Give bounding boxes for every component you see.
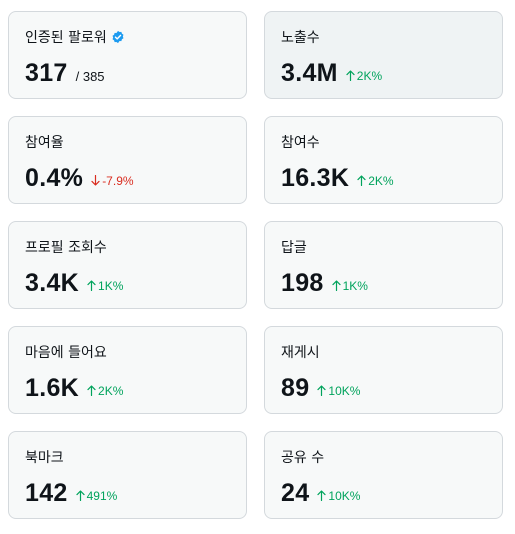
- metric-card-likes[interactable]: 마음에 들어요 1.6K 2K%: [8, 326, 247, 414]
- metrics-grid: 인증된 팔로워 317 / 385 노출수 3.4M 2K% 참여율: [8, 11, 503, 519]
- metric-delta-value: 2K%: [368, 173, 394, 188]
- metric-value-row: 0.4% -7.9%: [25, 164, 230, 193]
- metric-value-row: 16.3K 2K%: [281, 164, 486, 193]
- metric-value: 142: [25, 479, 68, 507]
- metric-delta: 2K%: [87, 384, 123, 398]
- metric-value-row: 89 10K%: [281, 374, 486, 403]
- metric-label-row: 공유 수: [281, 448, 486, 466]
- metric-label-row: 북마크: [25, 448, 230, 466]
- metric-delta-value: -7.9%: [102, 173, 134, 188]
- metric-card-replies[interactable]: 답글 198 1K%: [264, 221, 503, 309]
- arrow-up-icon: [357, 175, 366, 186]
- metric-label-row: 인증된 팔로워: [25, 28, 230, 46]
- metric-card-impressions[interactable]: 노출수 3.4M 2K%: [264, 11, 503, 99]
- metric-value: 0.4%: [25, 164, 84, 192]
- metric-delta-value: 2K%: [98, 383, 124, 398]
- metric-label: 인증된 팔로워: [25, 30, 107, 46]
- metric-delta-value: 10K%: [328, 383, 361, 398]
- metric-label-row: 노출수: [281, 28, 486, 46]
- metric-value: 24: [281, 479, 310, 507]
- metric-label-row: 참여율: [25, 133, 230, 151]
- metric-label: 프로필 조회수: [25, 240, 107, 256]
- metric-delta-value: 491%: [86, 488, 118, 503]
- metric-delta: 1K%: [332, 279, 368, 293]
- metric-total: / 385: [75, 69, 105, 84]
- metric-card-engagement-rate[interactable]: 참여율 0.4% -7.9%: [8, 116, 247, 204]
- metric-delta: 10K%: [317, 384, 360, 398]
- arrow-up-icon: [87, 385, 96, 396]
- metric-value-row: 3.4K 1K%: [25, 269, 230, 298]
- metric-label-row: 프로필 조회수: [25, 238, 230, 256]
- metric-card-engagements[interactable]: 참여수 16.3K 2K%: [264, 116, 503, 204]
- metric-value: 89: [281, 374, 310, 402]
- metric-label-row: 마음에 들어요: [25, 343, 230, 361]
- metric-label: 참여율: [25, 135, 64, 151]
- metric-delta: 491%: [76, 488, 118, 503]
- metric-label: 참여수: [281, 135, 320, 151]
- metric-value: 198: [281, 269, 324, 297]
- metric-card-verified-followers[interactable]: 인증된 팔로워 317 / 385: [8, 11, 247, 99]
- metric-card-profile-visits[interactable]: 프로필 조회수 3.4K 1K%: [8, 221, 247, 309]
- metric-label-row: 참여수: [281, 133, 486, 151]
- metric-value: 317: [25, 59, 68, 87]
- arrow-down-icon: [91, 175, 100, 186]
- arrow-up-icon: [87, 280, 96, 291]
- metric-value: 1.6K: [25, 374, 80, 402]
- metric-value-row: 317 / 385: [25, 59, 230, 88]
- metric-value-row: 24 10K%: [281, 479, 486, 508]
- metric-delta-value: 10K%: [328, 488, 361, 503]
- metric-delta: 10K%: [317, 489, 360, 503]
- metric-delta: 2K%: [346, 69, 382, 83]
- arrow-up-icon: [317, 385, 327, 396]
- metric-card-bookmarks[interactable]: 북마크 142 491%: [8, 431, 247, 519]
- verified-badge-icon: [112, 30, 124, 44]
- arrow-up-icon: [332, 280, 341, 291]
- metric-label: 재게시: [281, 345, 320, 361]
- metric-label: 마음에 들어요: [25, 345, 107, 361]
- metric-value: 16.3K: [281, 164, 350, 192]
- arrow-up-icon: [76, 490, 85, 501]
- metric-delta: 1K%: [87, 279, 123, 293]
- metric-label: 답글: [281, 240, 307, 256]
- metric-label: 노출수: [281, 30, 320, 46]
- arrow-up-icon: [317, 490, 327, 501]
- metric-card-reposts[interactable]: 재게시 89 10K%: [264, 326, 503, 414]
- metric-label: 북마크: [25, 450, 64, 466]
- metric-label-row: 재게시: [281, 343, 486, 361]
- metric-value-row: 3.4M 2K%: [281, 59, 486, 88]
- metric-label: 공유 수: [281, 450, 325, 466]
- metric-value: 3.4K: [25, 269, 80, 297]
- metric-delta-value: 2K%: [356, 68, 383, 83]
- metric-delta-value: 1K%: [98, 278, 124, 293]
- metric-value-row: 142 491%: [25, 479, 230, 508]
- metric-delta-value: 1K%: [342, 278, 368, 293]
- metric-value-row: 1.6K 2K%: [25, 374, 230, 403]
- metric-value: 3.4M: [281, 59, 338, 87]
- metric-label-row: 답글: [281, 238, 486, 256]
- metric-value-row: 198 1K%: [281, 269, 486, 298]
- metric-delta: 2K%: [357, 173, 394, 188]
- metric-delta: -7.9%: [91, 173, 134, 188]
- arrow-up-icon: [346, 70, 355, 81]
- metric-card-shares[interactable]: 공유 수 24 10K%: [264, 431, 503, 519]
